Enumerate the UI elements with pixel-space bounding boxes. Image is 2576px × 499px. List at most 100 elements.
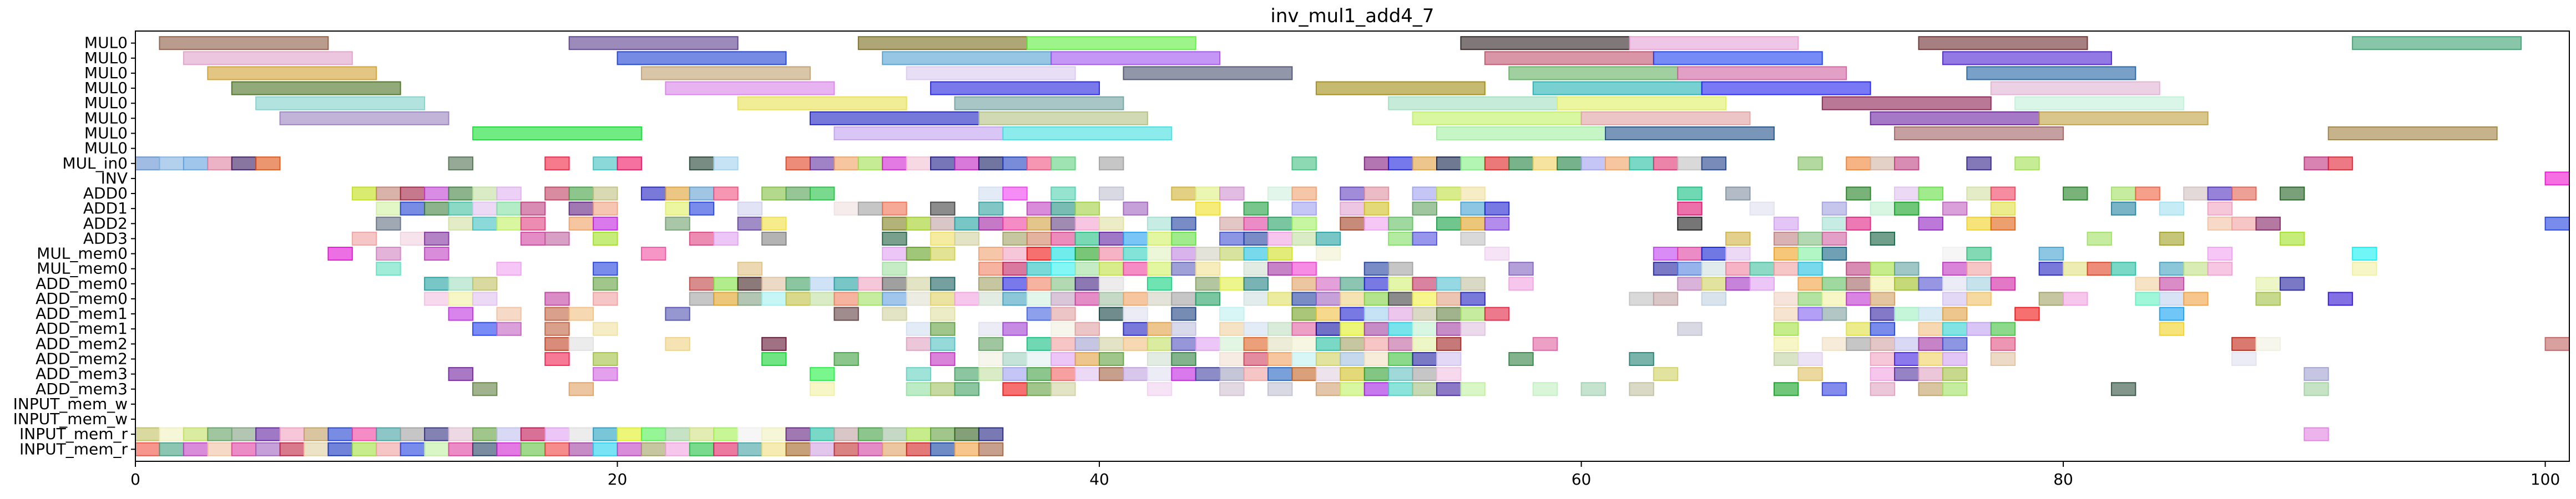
task-bar	[906, 292, 932, 306]
task-bar	[424, 427, 449, 441]
task-bar	[2014, 307, 2040, 321]
task-bar	[1773, 262, 1799, 276]
task-bar	[2159, 277, 2185, 291]
task-bar	[1821, 216, 1847, 231]
task-bar	[1412, 322, 1437, 336]
task-bar	[1460, 201, 1486, 216]
task-bar	[1219, 337, 1245, 351]
task-bar	[520, 427, 546, 441]
task-bar	[1846, 216, 1871, 231]
task-bar	[617, 51, 787, 65]
task-bar	[1002, 352, 1028, 366]
task-bar	[1340, 277, 1365, 291]
task-bar	[2304, 367, 2329, 381]
task-bar	[1146, 247, 1173, 261]
task-bar	[785, 427, 811, 441]
task-bar	[978, 111, 1148, 125]
task-bar	[2207, 201, 2233, 216]
x-tick-label: 20	[608, 470, 628, 488]
task-bar	[1677, 66, 1847, 80]
task-bar	[978, 156, 1004, 171]
task-bar	[1050, 231, 1076, 246]
task-bar	[1363, 186, 1390, 201]
task-bar	[472, 427, 498, 441]
task-bar	[785, 292, 811, 306]
task-bar	[1436, 337, 1462, 351]
task-bar	[1894, 352, 1920, 366]
task-bar	[1797, 231, 1823, 246]
task-bar	[1267, 262, 1293, 276]
task-bar	[303, 427, 329, 441]
task-bar	[978, 277, 1004, 291]
task-bar	[1388, 322, 1413, 336]
task-bar	[1484, 201, 1510, 216]
task-bar	[906, 66, 1076, 80]
task-bar	[1291, 156, 1317, 171]
task-bar	[1315, 352, 1341, 366]
task-bar	[1074, 352, 1100, 366]
task-bar	[1123, 322, 1148, 336]
task-bar	[1918, 382, 1943, 396]
task-bar	[978, 247, 1004, 261]
task-bar	[1894, 307, 1920, 321]
task-bar	[1942, 322, 1968, 336]
task-bar	[1195, 337, 1221, 351]
task-bar	[376, 247, 401, 261]
task-bar	[1412, 231, 1437, 246]
task-bar	[1243, 201, 1269, 216]
task-bar	[1966, 292, 1992, 306]
y-tick-label: ADD3	[83, 229, 128, 247]
task-bar	[1243, 231, 1269, 246]
task-bar	[1436, 277, 1462, 291]
task-bar	[1002, 262, 1028, 276]
y-tick-label: INPUT_mem_w	[13, 410, 128, 428]
task-bar	[737, 262, 763, 276]
task-bar	[1484, 51, 1654, 65]
task-bar	[1701, 81, 1871, 95]
task-bar	[1315, 81, 1486, 95]
task-bar	[1340, 367, 1365, 381]
task-bar	[303, 442, 329, 456]
task-bar	[1050, 382, 1076, 396]
task-bar	[1099, 231, 1124, 246]
task-bar	[448, 186, 473, 201]
task-bar	[1219, 277, 1245, 291]
task-bar	[1653, 292, 1679, 306]
task-bar	[1773, 352, 1799, 366]
task-bar	[617, 156, 642, 171]
task-bar	[1990, 352, 2016, 366]
task-bar	[1870, 337, 1896, 351]
task-bar	[135, 427, 160, 441]
task-bar	[1002, 156, 1028, 171]
task-bar	[1942, 337, 1968, 351]
task-bar	[2063, 186, 2088, 201]
task-bar	[930, 322, 956, 336]
task-bar	[1436, 156, 1462, 171]
task-bar	[544, 292, 570, 306]
task-bar	[1026, 36, 1196, 50]
task-bar	[1604, 126, 1775, 141]
task-bar	[785, 186, 811, 201]
task-bar	[1002, 367, 1028, 381]
task-bar	[713, 186, 739, 201]
task-bar	[1701, 156, 1727, 171]
task-bar	[930, 156, 956, 171]
task-bar	[496, 186, 522, 201]
task-bar	[1412, 111, 1582, 125]
y-tick-label: ADD1	[83, 199, 128, 217]
task-bar	[1942, 51, 2112, 65]
task-bar	[713, 427, 739, 441]
task-bar	[1123, 367, 1148, 381]
task-bar	[544, 427, 570, 441]
task-bar	[544, 231, 570, 246]
task-bar	[761, 216, 787, 231]
task-bar	[882, 307, 907, 321]
task-bar	[1436, 382, 1462, 396]
task-bar	[1026, 292, 1052, 306]
task-bar	[1002, 186, 1028, 201]
task-bar	[954, 427, 979, 441]
task-bar	[2038, 111, 2209, 125]
task-bar	[424, 247, 449, 261]
task-bar	[544, 337, 570, 351]
